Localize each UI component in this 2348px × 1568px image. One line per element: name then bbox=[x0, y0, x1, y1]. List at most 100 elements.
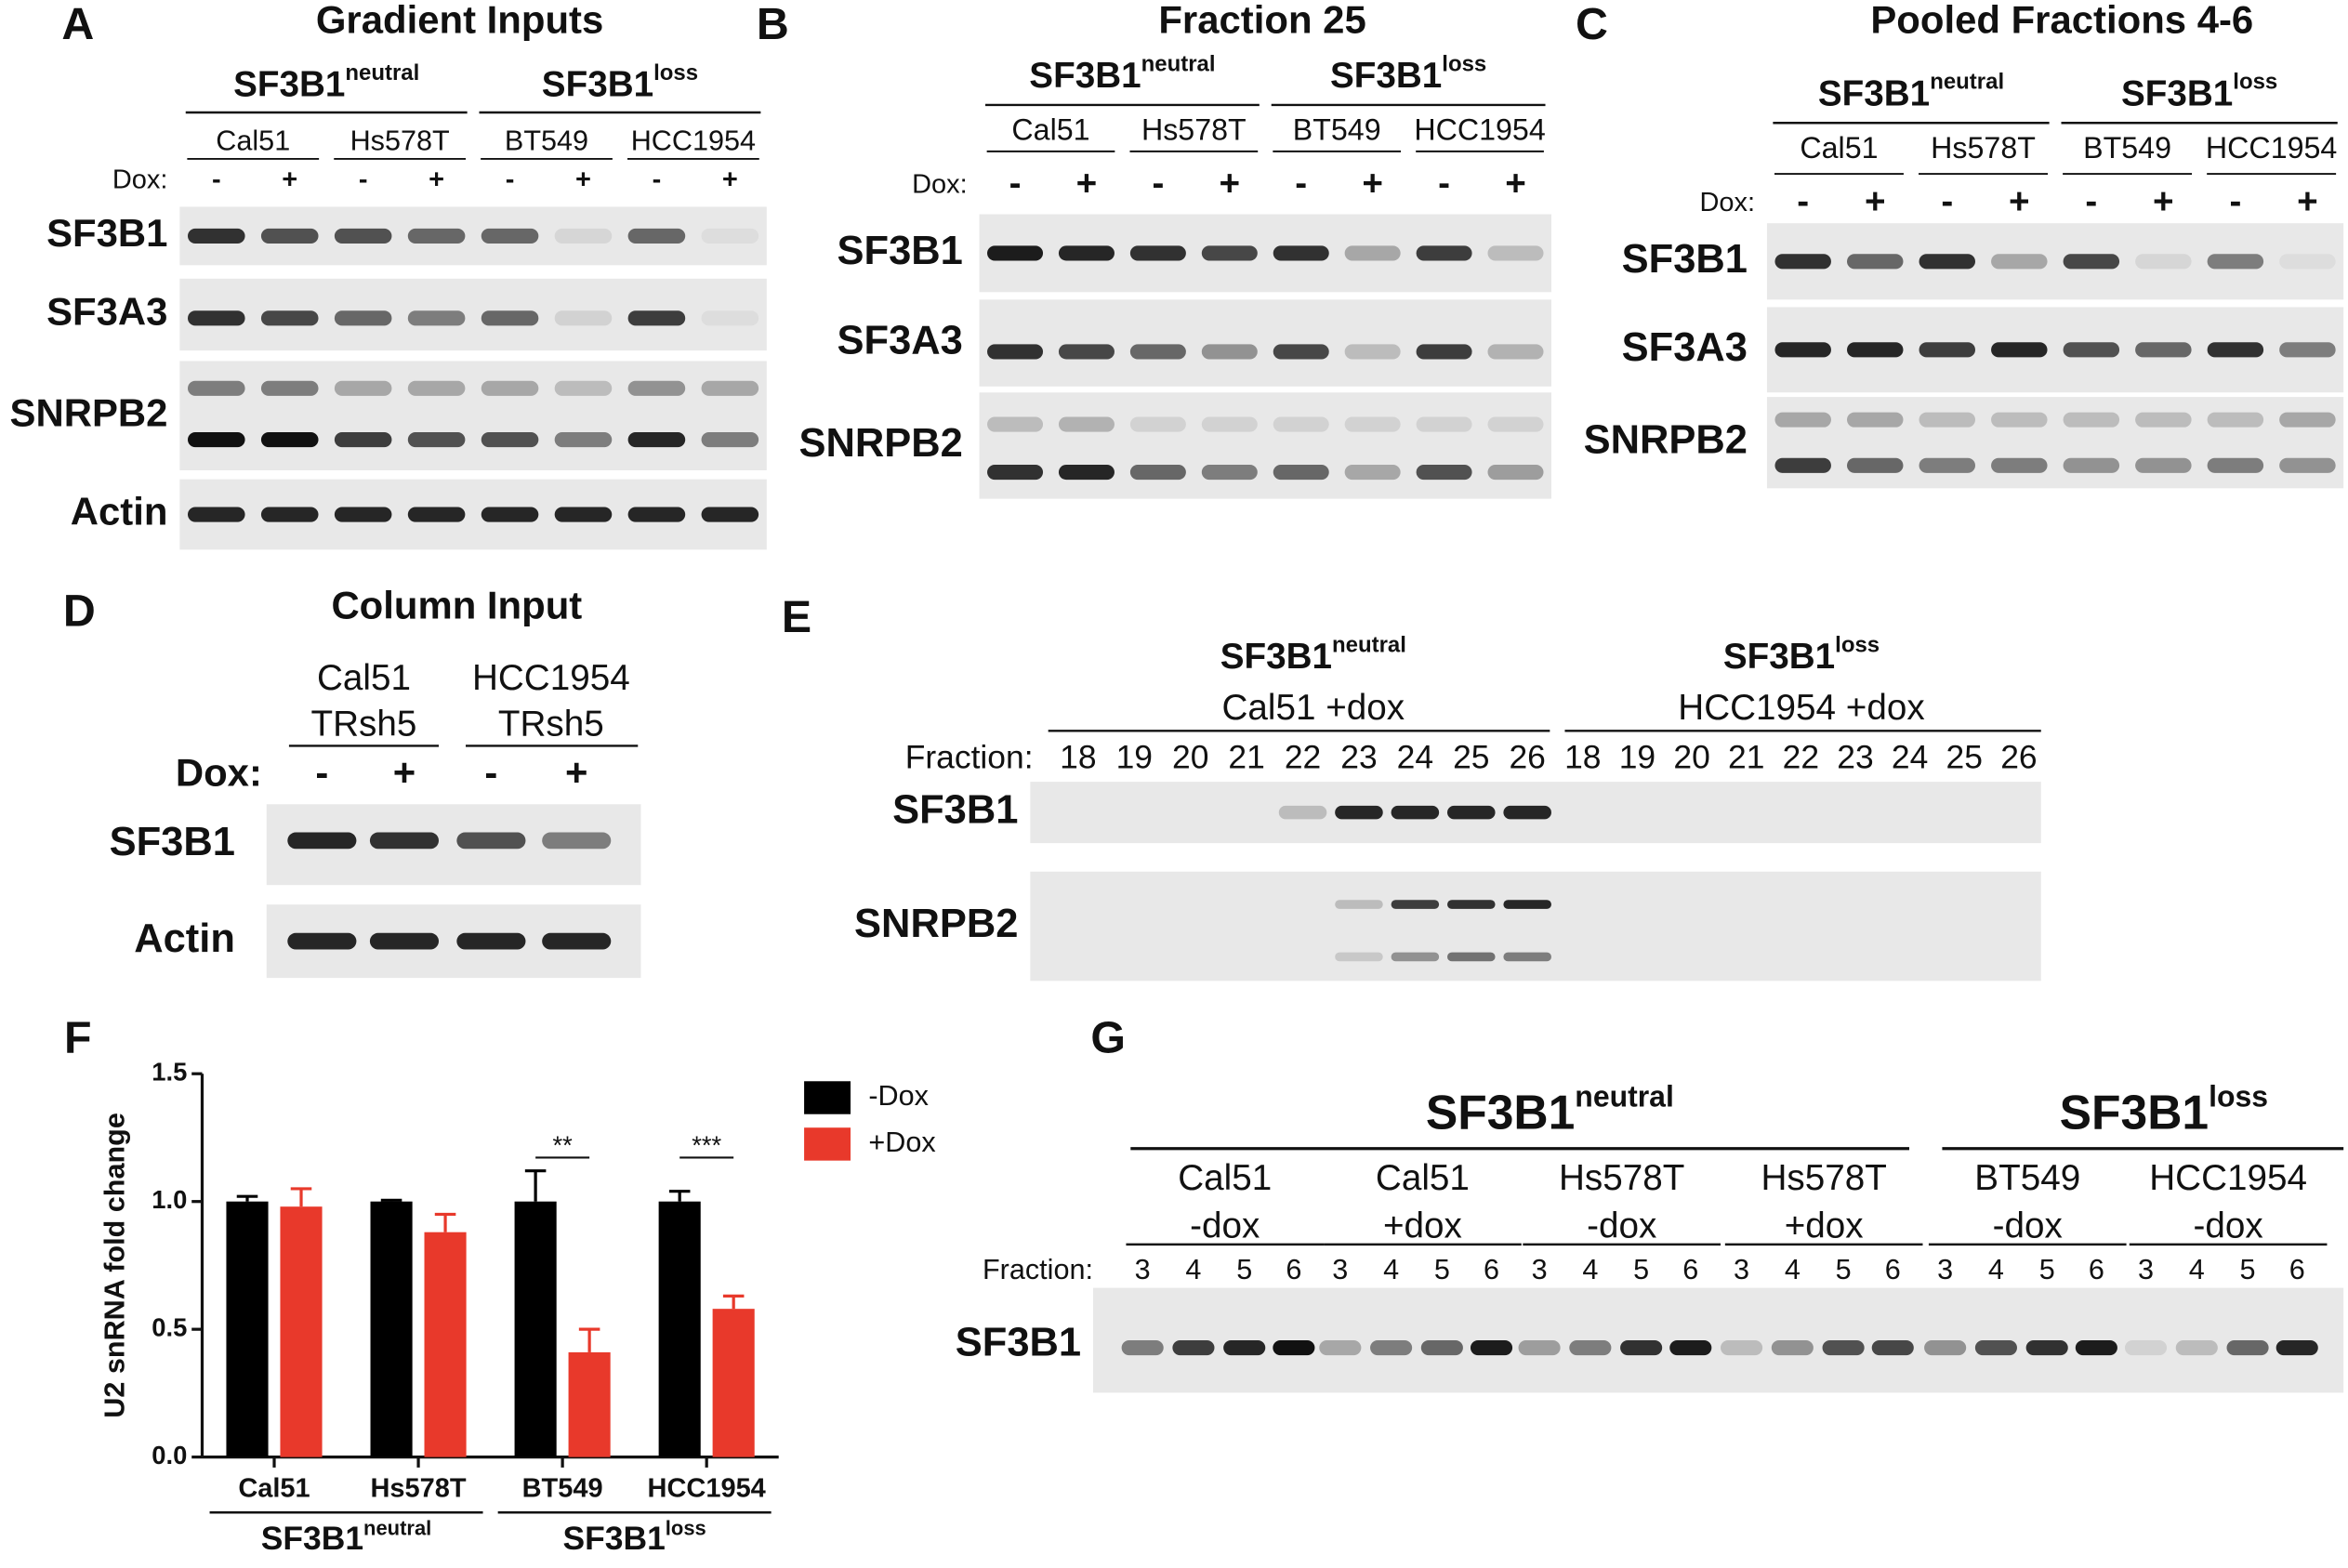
fraction-number: 24 bbox=[1892, 738, 1928, 775]
blot-band bbox=[1774, 342, 1831, 358]
blot-band bbox=[1058, 464, 1115, 481]
fraction-number: 20 bbox=[1172, 738, 1208, 775]
blot-band bbox=[1344, 416, 1401, 432]
blot-band bbox=[627, 228, 686, 244]
dox-sign: + bbox=[2297, 181, 2318, 221]
dox-sign: - bbox=[359, 165, 368, 195]
group-label: SF3B1neutral bbox=[1426, 1080, 1674, 1139]
blot-band bbox=[1470, 1339, 1513, 1356]
blot-band bbox=[2063, 412, 2120, 428]
fraction-number: 5 bbox=[1434, 1254, 1450, 1285]
row-label: SF3B1 bbox=[46, 211, 167, 255]
blot-band bbox=[2025, 1339, 2068, 1356]
y-tick-label: 0.0 bbox=[152, 1441, 187, 1469]
cell-line-label: HCC1954 bbox=[631, 125, 756, 156]
fraction-number: 24 bbox=[1397, 738, 1433, 775]
fraction-number: 20 bbox=[1673, 738, 1709, 775]
blot-band bbox=[2063, 342, 2120, 358]
blot-band bbox=[1447, 805, 1496, 820]
fraction-number: 3 bbox=[1332, 1254, 1348, 1285]
fraction-number: 21 bbox=[1728, 738, 1764, 775]
fraction-number: 5 bbox=[2039, 1254, 2055, 1285]
dox-sign: + bbox=[282, 165, 297, 195]
x-tick-label: BT549 bbox=[522, 1474, 603, 1504]
blot-band bbox=[1620, 1339, 1663, 1356]
fraction-number: 18 bbox=[1564, 738, 1601, 775]
dox-label: Dox: bbox=[912, 170, 968, 200]
fraction-number: 4 bbox=[1383, 1254, 1399, 1285]
cell-line-label: Cal51 bbox=[216, 125, 290, 156]
blot-band bbox=[334, 228, 392, 244]
bar bbox=[712, 1309, 755, 1457]
fraction-number: 6 bbox=[1286, 1254, 1301, 1285]
blot-band bbox=[1846, 254, 1904, 270]
blot-band bbox=[1335, 952, 1383, 962]
blot-band bbox=[1319, 1339, 1362, 1356]
blot-band bbox=[1391, 805, 1440, 820]
group-name: SF3B1 bbox=[1029, 56, 1141, 96]
group-name: SF3B1 bbox=[1818, 73, 1930, 113]
fraction-number: 3 bbox=[2138, 1254, 2154, 1285]
dox-sign: - bbox=[506, 165, 515, 195]
blot-band bbox=[1503, 805, 1551, 820]
blot-band bbox=[1121, 1339, 1164, 1356]
panel-letter: B bbox=[757, 0, 789, 49]
group-superscript: neutral bbox=[1332, 633, 1406, 658]
blot-band bbox=[701, 432, 759, 448]
fraction-number: 22 bbox=[1783, 738, 1819, 775]
group-superscript: neutral bbox=[345, 60, 419, 86]
group-label: SF3B1loss bbox=[2060, 1080, 2268, 1139]
group-label: SF3B1loss bbox=[1330, 52, 1486, 96]
legend-swatch bbox=[804, 1081, 851, 1114]
blot-band bbox=[1223, 1339, 1266, 1356]
cell-line-label: Hs578T bbox=[1141, 112, 1247, 146]
group-label: SF3B1neutral bbox=[1220, 633, 1406, 677]
blot-band bbox=[1503, 952, 1551, 962]
fraction-label: Fraction: bbox=[983, 1254, 1093, 1285]
cell-line-label: HCC1954 bbox=[472, 658, 630, 698]
row-label: SF3A3 bbox=[46, 290, 167, 334]
blot-band bbox=[1991, 457, 2048, 473]
group-name: SF3B1 bbox=[542, 65, 653, 105]
blot-band bbox=[1487, 245, 1544, 261]
group-label: SF3B1loss bbox=[542, 60, 698, 104]
blot-band bbox=[1344, 245, 1401, 261]
condition-label: +dox bbox=[1383, 1206, 1462, 1245]
fraction-number: 3 bbox=[1532, 1254, 1548, 1285]
blot-band bbox=[2207, 457, 2264, 473]
blot-band bbox=[2124, 1339, 2168, 1356]
blot-band bbox=[1846, 342, 1904, 358]
group-superscript: loss bbox=[2233, 70, 2277, 95]
blot-band bbox=[260, 507, 319, 522]
blot-band bbox=[1924, 1339, 1967, 1356]
blot-band bbox=[1344, 344, 1401, 360]
dox-sign: - bbox=[1009, 164, 1022, 204]
dox-sign: + bbox=[2009, 181, 2030, 221]
blot-band bbox=[334, 380, 392, 396]
group-name: SF3B1 bbox=[1723, 637, 1835, 677]
row-label: Actin bbox=[134, 916, 235, 961]
blot-band bbox=[287, 832, 357, 850]
panel-letter: D bbox=[63, 586, 96, 636]
blot-band bbox=[1447, 952, 1496, 962]
condition-label: -dox bbox=[1190, 1206, 1260, 1245]
blot-band bbox=[260, 380, 319, 396]
blot-band bbox=[1273, 245, 1329, 261]
blot-band bbox=[1822, 1339, 1865, 1356]
x-tick-label: Hs578T bbox=[371, 1474, 467, 1504]
cell-line-label: Cal51 bbox=[1178, 1158, 1272, 1198]
row-label: SF3B1 bbox=[956, 1320, 1081, 1364]
fraction-number: 3 bbox=[1135, 1254, 1151, 1285]
blot-strip bbox=[1766, 397, 2344, 489]
panel-letter: E bbox=[782, 592, 811, 642]
fraction-number: 18 bbox=[1060, 738, 1096, 775]
blot-band bbox=[2075, 1339, 2117, 1356]
group-superscript: neutral bbox=[1141, 52, 1216, 77]
panel-letter: A bbox=[61, 0, 94, 49]
row-label: SF3A3 bbox=[838, 319, 963, 363]
fraction-number: 3 bbox=[1734, 1254, 1749, 1285]
group-superscript: loss bbox=[1835, 633, 1880, 658]
blot-band bbox=[701, 228, 759, 244]
row-label: SNRPB2 bbox=[854, 902, 1018, 946]
panel-title: Fraction 25 bbox=[1158, 0, 1365, 41]
